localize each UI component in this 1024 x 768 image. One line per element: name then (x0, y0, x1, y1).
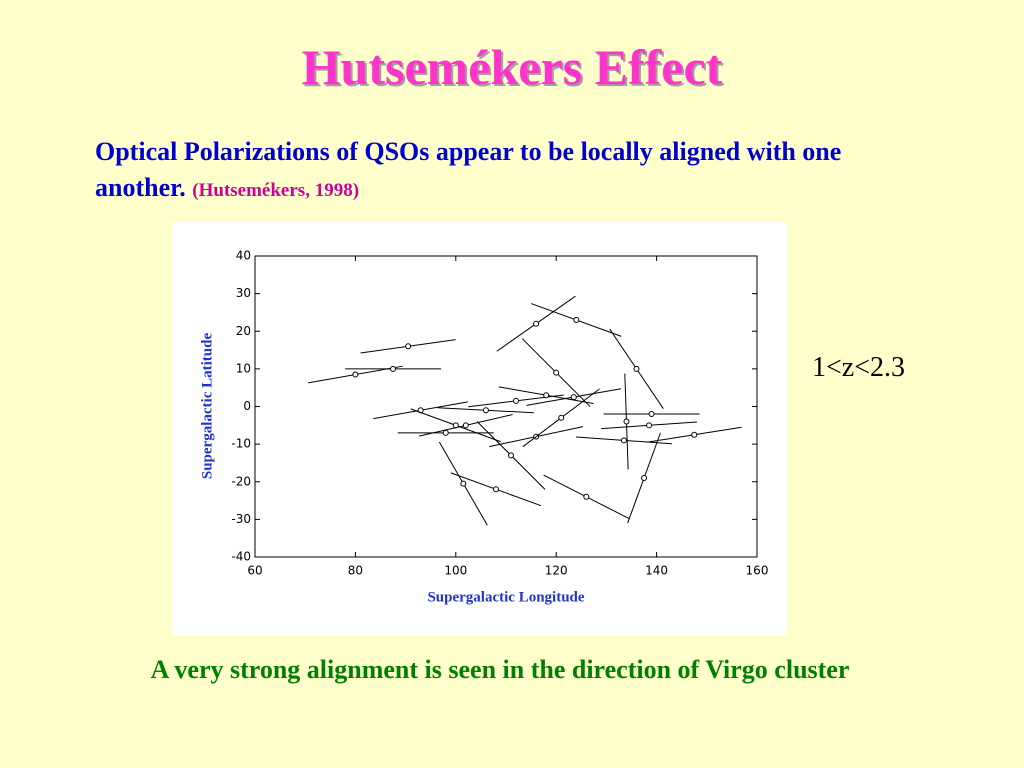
subtitle-text: Optical Polarizations of QSOs appear to … (95, 137, 842, 202)
x-axis-label: Supergalactic Longitude (427, 589, 584, 605)
qso-point (543, 392, 550, 399)
x-tick-label: 140 (645, 564, 668, 578)
subtitle: Optical Polarizations of QSOs appear to … (95, 134, 855, 209)
qso-point (352, 371, 359, 378)
x-tick-label: 80 (348, 564, 363, 578)
y-tick-label: -10 (231, 437, 251, 451)
qso-point (482, 407, 489, 414)
qso-point (460, 480, 467, 487)
qso-point (570, 394, 577, 401)
qso-point (646, 422, 653, 429)
qso-point (583, 493, 590, 500)
chart-background (172, 222, 787, 636)
qso-point (620, 437, 627, 444)
y-tick-label: 40 (236, 249, 251, 263)
qso-point (513, 397, 520, 404)
qso-point (492, 486, 499, 493)
y-tick-label: 10 (236, 361, 251, 375)
qso-point (462, 422, 469, 429)
x-tick-label: 100 (444, 564, 467, 578)
y-tick-label: -20 (231, 474, 251, 488)
qso-point (558, 414, 565, 421)
chart: Supergalactic Longitude Supergalactic La… (172, 222, 787, 636)
qso-point (390, 365, 397, 372)
x-tick-label: 60 (247, 564, 262, 578)
footer-text: A very strong alignment is seen in the d… (150, 655, 850, 684)
y-tick-label: 0 (243, 399, 251, 413)
qso-point (691, 431, 698, 438)
qso-point (405, 343, 412, 350)
qso-point (641, 474, 648, 481)
qso-point (533, 320, 540, 327)
slide-title: Hutsemékers Effect (301, 39, 723, 95)
qso-point (648, 411, 655, 418)
redshift-range: 1<z<2.3 (812, 352, 906, 383)
y-axis-label: Supergalactic Latitude (199, 333, 215, 480)
y-tick-label: 30 (236, 286, 251, 300)
qso-point (623, 418, 630, 425)
y-tick-label: 20 (236, 324, 251, 338)
qso-point (508, 452, 515, 459)
y-tick-label: -40 (231, 550, 251, 564)
x-tick-label: 160 (746, 564, 769, 578)
x-tick-label: 120 (545, 564, 568, 578)
qso-point (553, 369, 560, 376)
qso-point (633, 365, 640, 372)
qso-point (573, 316, 580, 323)
citation: (Hutsemékers, 1998) (192, 180, 360, 201)
y-tick-label: -30 (231, 512, 251, 526)
qso-point (442, 429, 449, 436)
